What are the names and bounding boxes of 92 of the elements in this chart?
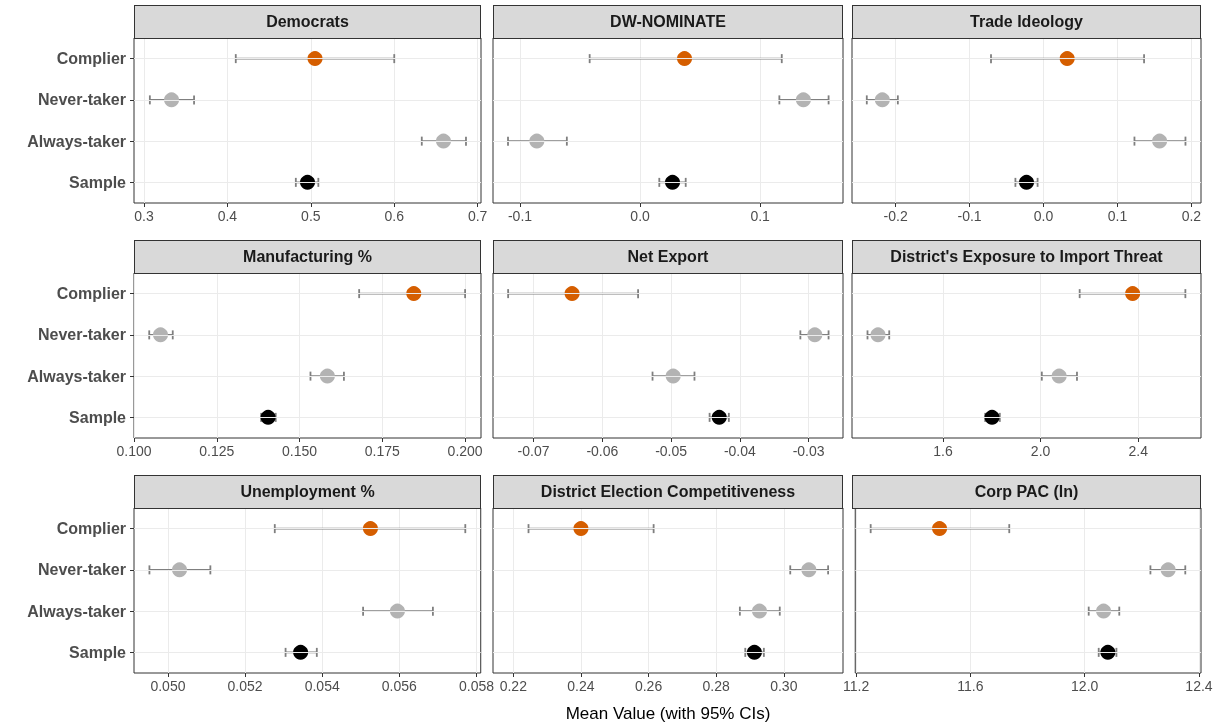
x-tick-label: 0.7	[467, 208, 488, 224]
y-tick-label: Always-taker	[27, 602, 126, 620]
x-tick-label: 0.056	[381, 678, 418, 694]
point	[319, 368, 335, 384]
chart-title: Corp PAC (ln)	[852, 475, 1201, 509]
x-tick-label: 0.058	[458, 678, 495, 694]
point	[801, 562, 817, 578]
x-tick-label: 0.0	[1033, 208, 1054, 224]
point	[874, 92, 890, 108]
x-tick-label: 0.200	[447, 443, 483, 459]
x-tick-label: 0.22	[499, 678, 528, 694]
point	[751, 603, 767, 619]
point	[1160, 562, 1176, 578]
y-tick-label: Never-taker	[37, 561, 126, 579]
x-tick-label: 0.050	[150, 678, 186, 694]
point	[307, 51, 323, 67]
point	[406, 286, 422, 302]
point	[389, 603, 405, 619]
x-tick-label: -0.1	[507, 208, 533, 224]
x-tick-label: 0.6	[384, 208, 405, 224]
point	[362, 521, 378, 537]
x-tick-label: -0.05	[655, 443, 688, 459]
point	[564, 286, 580, 302]
x-tick-label: -0.03	[792, 443, 825, 459]
point	[164, 92, 180, 108]
x-tick-label: 0.150	[282, 443, 318, 459]
point	[1059, 51, 1075, 67]
y-tick-label: Sample	[69, 643, 127, 661]
x-tick-label: 0.26	[634, 678, 663, 694]
chart-title: District Election Competitiveness	[493, 475, 843, 509]
x-tick-label: 0.28	[702, 678, 731, 694]
x-tick-label: 0.4	[217, 208, 238, 224]
point	[1096, 603, 1112, 619]
point	[665, 174, 680, 190]
x-tick-label: 0.175	[364, 443, 401, 459]
point	[172, 562, 188, 578]
x-tick-label: -0.2	[883, 208, 908, 224]
x-axis-title: Mean Value (with 95% CIs)	[565, 704, 771, 723]
x-tick-label: 0.125	[199, 443, 235, 459]
x-tick-label: -0.1	[957, 208, 982, 224]
point	[932, 521, 948, 537]
point	[1051, 368, 1067, 384]
chart-title: Manufacturing %	[134, 240, 481, 274]
x-tick-label: 0.100	[116, 443, 152, 459]
y-tick-label: Complier	[56, 520, 126, 538]
y-tick-label: Sample	[69, 408, 127, 426]
x-tick-label: 0.1	[1107, 208, 1128, 224]
x-tick-label: -0.04	[723, 443, 757, 459]
x-tick-label: 11.6	[957, 678, 984, 694]
x-tick-label: 2.0	[1030, 443, 1051, 459]
x-tick-label: 12.0	[1071, 678, 1099, 694]
x-tick-label: 2.4	[1128, 443, 1149, 459]
point	[529, 133, 545, 149]
x-tick-label: 11.2	[843, 678, 870, 694]
point	[665, 368, 681, 384]
point	[300, 174, 315, 190]
x-tick-label: -0.06	[586, 443, 619, 459]
chart-title: Trade Ideology	[852, 5, 1201, 39]
x-tick-label: 1.6	[933, 443, 953, 459]
y-tick-label: Sample	[69, 173, 127, 191]
point	[870, 327, 886, 343]
x-tick-label: 0.1	[750, 208, 771, 224]
chart-title: District's Exposure to Import Threat	[852, 240, 1201, 274]
y-tick-label: Complier	[56, 285, 126, 303]
chart-title: Unemployment %	[134, 475, 481, 509]
y-tick-label: Always-taker	[27, 132, 126, 150]
chart-title: DW-NOMINATE	[493, 5, 843, 39]
x-tick-label: 0.0	[630, 208, 651, 224]
point	[1125, 286, 1141, 302]
point	[1019, 174, 1034, 190]
x-tick-label: 0.24	[567, 678, 595, 694]
point	[795, 92, 811, 108]
point	[435, 133, 451, 149]
x-tick-label: 0.30	[770, 678, 798, 694]
chart-title: Democrats	[134, 5, 481, 39]
x-tick-label: 0.052	[227, 678, 263, 694]
y-tick-label: Always-taker	[27, 367, 126, 385]
point	[807, 327, 823, 343]
chart-title: Net Export	[493, 240, 843, 274]
x-tick-label: 12.4	[1185, 678, 1213, 694]
x-tick-label: -0.07	[517, 443, 550, 459]
point	[293, 644, 309, 660]
x-tick-label: 0.2	[1181, 208, 1202, 224]
x-tick-label: 0.5	[301, 208, 321, 224]
y-tick-label: Never-taker	[37, 91, 126, 109]
y-tick-label: Complier	[56, 50, 126, 68]
x-tick-label: 0.054	[304, 678, 340, 694]
point	[153, 327, 168, 343]
point	[573, 521, 589, 537]
point	[677, 51, 693, 67]
x-tick-label: 0.3	[134, 208, 154, 224]
y-tick-label: Never-taker	[37, 326, 126, 344]
